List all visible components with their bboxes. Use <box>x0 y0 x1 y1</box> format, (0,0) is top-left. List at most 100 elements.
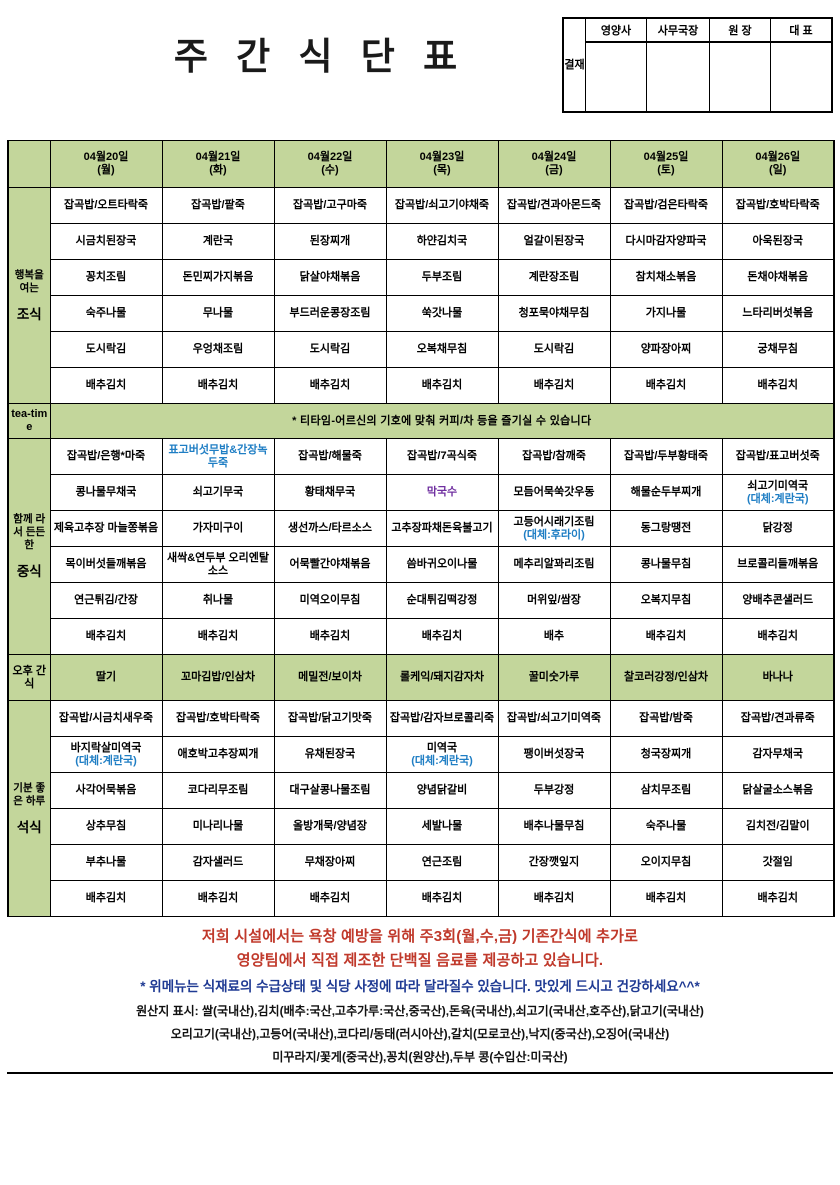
menu-item: 배추김치 <box>645 892 687 904</box>
origin-line-2: 오리고기(국내산),고등어(국내산),코다리/동태(러시아산),갈치(모로코산)… <box>170 1027 670 1041</box>
dinner-cell-tue: 코다리무조림 <box>161 772 275 809</box>
menu-item: 유채된장국 <box>304 748 356 760</box>
menu-item: 동그랑땡전 <box>640 522 692 534</box>
day-weekday-sun: (일) <box>769 164 787 176</box>
dinner-cell-fri: 간장깻잎지 <box>497 844 611 881</box>
breakfast-cell-sun: 잡곡밥/호박타락죽 <box>721 187 835 224</box>
approval-signature-representative[interactable] <box>770 41 833 113</box>
day-date-mon: 04월20일 <box>83 151 129 163</box>
footer-notices: 저희 시설에서는 욕창 예방을 위해 주3회(월,수,금) 기존간식에 추가로 … <box>0 925 840 1074</box>
day-date-tue: 04월21일 <box>195 151 241 163</box>
day-weekday-fri: (금) <box>545 164 563 176</box>
breakfast-cell-tue: 계란국 <box>161 223 275 260</box>
menu-item: 모듬어묵쑥갓우동 <box>513 486 595 498</box>
menu-item: 얼갈이된장국 <box>523 235 585 247</box>
menu-item: 잡곡밥/닭고기맛죽 <box>287 712 372 724</box>
lunch-cell-sat: 콩나물무침 <box>609 546 723 583</box>
menu-item: 궁채무침 <box>757 343 798 355</box>
snack-cell-sat: 찰코러강정/인삼차 <box>609 654 723 701</box>
breakfast-cell-fri: 얼갈이된장국 <box>497 223 611 260</box>
menu-item: 잡곡밥/호박타락죽 <box>175 712 260 724</box>
approval-signature-nutritionist[interactable] <box>585 41 647 113</box>
breakfast-row: 시금치된장국 계란국 된장찌개 하얀김치국 얼갈이된장국 다시마감자양파국 아욱된장국 <box>8 223 835 260</box>
dinner-cell-fri: 두부강정 <box>497 772 611 809</box>
menu-item: 닭살굴소스볶음 <box>742 784 814 796</box>
menu-item: 메추리알꽈리조림 <box>513 558 595 570</box>
menu-item: 도시락김 <box>309 343 351 355</box>
dinner-cell-tue: 감자샐러드 <box>161 844 275 881</box>
menu-item: 잡곡밥/오트타락죽 <box>63 199 148 211</box>
menu-item: 고추장파채돈육불고기 <box>391 522 493 534</box>
menu-item: 배추김치 <box>421 379 463 391</box>
breakfast-cell-sat: 다시마감자양파국 <box>609 223 723 260</box>
menu-item: 갓절임 <box>762 856 793 868</box>
lunch-cell-sun: 잡곡밥/표고버섯죽 <box>721 438 835 475</box>
approval-header-representative: 대 표 <box>770 17 833 43</box>
menu-item: 부추나물 <box>85 856 127 868</box>
menu-item-substitute: (대체:계란국) <box>75 754 137 767</box>
menu-item: 오이지무침 <box>640 856 692 868</box>
dinner-cell-sun: 갓절임 <box>721 844 835 881</box>
lunch-row: 배추김치 배추김치 배추김치 배추김치 배추 배추김치 배추김치 <box>8 618 835 655</box>
dinner-cell-wed: 배추김치 <box>273 880 387 917</box>
menu-item: 어묵빨간야채볶음 <box>289 558 371 570</box>
lunch-cell-fri: 머위잎/쌈장 <box>497 582 611 619</box>
snack-cell-mon: 딸기 <box>49 654 163 701</box>
lunch-cell-wed: 배추김치 <box>273 618 387 655</box>
breakfast-cell-mon: 시금치된장국 <box>49 223 163 260</box>
lunch-cell-sat: 오복지무침 <box>609 582 723 619</box>
breakfast-cell-tue: 무나물 <box>161 295 275 332</box>
menu-item: 잡곡밥/표고버섯죽 <box>735 450 820 462</box>
approval-signature-secretary-general[interactable] <box>646 41 710 113</box>
menu-item: 배추나물무침 <box>523 820 585 832</box>
dinner-cell-thu: 배추김치 <box>385 880 499 917</box>
lunch-cell-sun: 브로콜리들깨볶음 <box>721 546 835 583</box>
menu-item: 미역오이무침 <box>299 594 361 606</box>
approval-signature-director[interactable] <box>709 41 771 113</box>
lunch-cell-fri: 모듬어묵쑥갓우동 <box>497 474 611 511</box>
menu-item: 콩나물무채국 <box>75 486 137 498</box>
dinner-cell-sun: 잡곡밥/견과류죽 <box>721 700 835 737</box>
breakfast-cell-fri: 도시락김 <box>497 331 611 368</box>
menu-item: 막국수 <box>426 486 458 498</box>
lunch-cell-thu: 고추장파채돈육불고기 <box>385 510 499 547</box>
dinner-cell-thu: 잡곡밥/감자브로콜리죽 <box>385 700 499 737</box>
teatime-label: tea-time <box>7 403 51 439</box>
dinner-cell-thu: 세발나물 <box>385 808 499 845</box>
day-header-row: 04월20일 (월) 04월21일 (화) 04월22일 (수) 04월23일 … <box>7 140 835 188</box>
day-header-tue: 04월21일 (화) <box>161 140 275 188</box>
weekly-menu-table: 04월20일 (월) 04월21일 (화) 04월22일 (수) 04월23일 … <box>7 140 835 917</box>
menu-item-substitute: (대체:후라이) <box>523 528 585 541</box>
dinner-cell-mon: 바지락살미역국 (대체:계란국) <box>49 736 163 773</box>
breakfast-label-top: 행복을 여는 <box>14 268 44 294</box>
lunch-cell-sun: 양배추콘샐러드 <box>721 582 835 619</box>
approval-box: 결재 영양사 사무국장 원 장 대 표 <box>562 17 833 113</box>
breakfast-cell-wed: 부드러운콩장조림 <box>273 295 387 332</box>
lunch-cell-sat: 잡곡밥/두부황태죽 <box>609 438 723 475</box>
day-header-wed: 04월22일 (수) <box>273 140 387 188</box>
menu-item: 배추 <box>543 630 565 642</box>
menu-item: 계란국 <box>202 235 234 247</box>
snack-cell-tue: 꼬마김밥/인삼차 <box>161 654 275 701</box>
menu-item: 배추김치 <box>309 630 351 642</box>
dinner-cell-mon: 사각어묵볶음 <box>49 772 163 809</box>
day-date-sat: 04월25일 <box>643 151 689 163</box>
lunch-cell-tue: 새싹&연두부 오리엔탈소스 <box>161 546 275 583</box>
dinner-cell-sun: 배추김치 <box>721 880 835 917</box>
menu-item: 잡곡밥/은행*마죽 <box>66 450 146 462</box>
breakfast-cell-thu: 하얀김치국 <box>385 223 499 260</box>
breakfast-cell-wed: 도시락김 <box>273 331 387 368</box>
approval-header-director: 원 장 <box>709 17 771 43</box>
breakfast-cell-tue: 돈민찌가지볶음 <box>161 259 275 296</box>
breakfast-cell-sun: 배추김치 <box>721 367 835 404</box>
dinner-cell-mon: 부추나물 <box>49 844 163 881</box>
lunch-cell-tue: 쇠고기무국 <box>161 474 275 511</box>
menu-item: 양념닭갈비 <box>416 784 468 796</box>
menu-item: 머위잎/쌈장 <box>527 594 581 606</box>
breakfast-cell-thu: 오복채무침 <box>385 331 499 368</box>
lunch-cell-mon: 제육고추장 마늘쫑볶음 <box>49 510 163 547</box>
menu-item: 씀바귀오이나물 <box>406 558 478 570</box>
dinner-cell-sat: 오이지무침 <box>609 844 723 881</box>
menu-item: 가자미구이 <box>192 522 244 534</box>
dinner-cell-tue: 미나리나물 <box>161 808 275 845</box>
